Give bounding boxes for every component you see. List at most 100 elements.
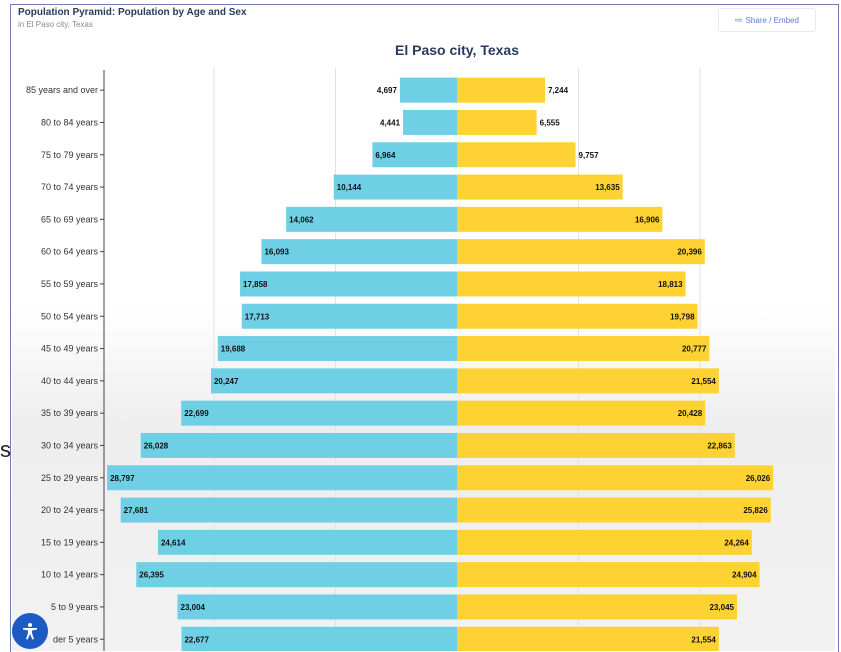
bar-female[interactable]: [457, 400, 706, 426]
bar-male[interactable]: [120, 497, 458, 523]
value-label-female: 25,826: [743, 506, 768, 515]
value-label-female: 16,906: [635, 215, 660, 224]
y-tick-label: 70 to 74 years: [41, 182, 99, 192]
value-label-female: 24,264: [724, 538, 749, 547]
bar-male[interactable]: [372, 142, 457, 168]
share-embed-button[interactable]: ⇨ Share / Embed: [718, 8, 816, 32]
bar-male[interactable]: [333, 174, 457, 200]
value-label-male: 4,441: [380, 118, 401, 127]
bar-male[interactable]: [177, 594, 457, 620]
value-label-female: 21,554: [691, 635, 716, 644]
bar-male[interactable]: [240, 271, 457, 297]
value-label-male: 14,062: [289, 215, 314, 224]
value-label-male: 10,144: [337, 183, 362, 192]
bar-female[interactable]: [457, 529, 752, 555]
page-subtitle: in El Paso city, Texas: [18, 20, 93, 29]
bar-male[interactable]: [140, 432, 457, 458]
y-tick-label: 55 to 59 years: [41, 279, 99, 289]
bar-male[interactable]: [210, 368, 457, 394]
value-label-male: 20,247: [214, 377, 239, 386]
y-tick-label: 50 to 54 years: [41, 311, 99, 321]
bar-female[interactable]: [457, 77, 546, 103]
value-label-female: 18,813: [658, 280, 683, 289]
bar-female[interactable]: [457, 497, 771, 523]
bar-female[interactable]: [457, 142, 576, 168]
accessibility-icon: [23, 623, 37, 640]
value-label-female: 13,635: [595, 183, 620, 192]
value-label-male: 16,093: [264, 248, 289, 257]
bars: [107, 77, 774, 651]
labels: 85 years and over 4,697 7,244 80 to 84 year…: [26, 85, 771, 644]
y-tick-label: 5 to 9 years: [51, 602, 99, 612]
value-label-male: 26,395: [139, 571, 164, 580]
value-label-female: 20,396: [677, 248, 702, 257]
y-tick-label: 45 to 49 years: [41, 344, 99, 354]
bar-female[interactable]: [457, 465, 774, 491]
bar-male[interactable]: [217, 336, 457, 362]
y-tick-label: 80 to 84 years: [41, 117, 99, 127]
value-label-female: 26,026: [746, 474, 771, 483]
y-tick-label: 25 to 29 years: [41, 473, 99, 483]
bar-female[interactable]: [457, 174, 623, 200]
y-tick-label: der 5 years: [53, 634, 99, 644]
value-label-male: 28,797: [110, 474, 135, 483]
bar-male[interactable]: [181, 400, 457, 426]
value-label-female: 22,863: [707, 441, 732, 450]
value-label-male: 22,677: [184, 635, 209, 644]
bar-female[interactable]: [457, 432, 735, 458]
y-tick-label: 20 to 24 years: [41, 505, 99, 515]
bar-male[interactable]: [107, 465, 457, 491]
value-label-female: 7,244: [548, 86, 569, 95]
value-label-male: 23,004: [181, 603, 206, 612]
value-label-female: 24,904: [732, 571, 757, 580]
bar-male[interactable]: [261, 239, 457, 265]
page-title: Population Pyramid: Population by Age an…: [18, 7, 247, 18]
bar-female[interactable]: [457, 336, 710, 362]
y-tick-label: 30 to 34 years: [41, 440, 99, 450]
bar-male[interactable]: [241, 303, 457, 329]
bar-female[interactable]: [457, 239, 705, 265]
bar-female[interactable]: [457, 271, 686, 297]
bar-male[interactable]: [136, 562, 457, 588]
bar-male[interactable]: [399, 77, 457, 103]
bar-female[interactable]: [457, 562, 760, 588]
value-label-male: 27,681: [124, 506, 149, 515]
value-label-male: 24,614: [161, 538, 186, 547]
bar-female[interactable]: [457, 206, 663, 232]
y-tick-label: 10 to 14 years: [41, 570, 99, 580]
value-label-female: 20,777: [682, 345, 707, 354]
y-tick-label: 35 to 39 years: [41, 408, 99, 418]
bar-male[interactable]: [181, 626, 457, 651]
bar-male[interactable]: [403, 109, 457, 135]
share-embed-label: Share / Embed: [745, 15, 799, 25]
value-label-female: 23,045: [710, 603, 735, 612]
bar-male[interactable]: [157, 529, 458, 555]
y-tick-label: 40 to 44 years: [41, 376, 99, 386]
bar-female[interactable]: [457, 626, 719, 651]
bar-female[interactable]: [457, 594, 737, 620]
bar-female[interactable]: [457, 109, 537, 135]
value-label-male: 22,699: [184, 409, 209, 418]
bar-male[interactable]: [286, 206, 457, 232]
value-label-female: 6,555: [540, 118, 561, 127]
chart-title: El Paso city, Texas: [395, 42, 519, 58]
y-tick-label: 75 to 79 years: [41, 150, 99, 160]
share-icon: ⇨: [735, 14, 743, 25]
value-label-male: 17,713: [245, 312, 270, 321]
value-label-male: 6,964: [375, 151, 396, 160]
bar-female[interactable]: [457, 368, 719, 394]
value-label-female: 21,554: [691, 377, 716, 386]
partial-label: s: [0, 437, 11, 462]
y-tick-label: 15 to 19 years: [41, 537, 99, 547]
value-label-female: 19,798: [670, 312, 695, 321]
value-label-male: 26,028: [144, 441, 169, 450]
value-label-male: 4,697: [377, 86, 398, 95]
value-label-male: 19,688: [221, 345, 246, 354]
value-label-female: 9,757: [579, 151, 600, 160]
y-tick-label: 85 years and over: [26, 85, 98, 95]
y-tick-label: 60 to 64 years: [41, 247, 99, 257]
accessibility-button[interactable]: [12, 613, 48, 649]
bar-female[interactable]: [457, 303, 698, 329]
value-label-female: 20,428: [678, 409, 703, 418]
